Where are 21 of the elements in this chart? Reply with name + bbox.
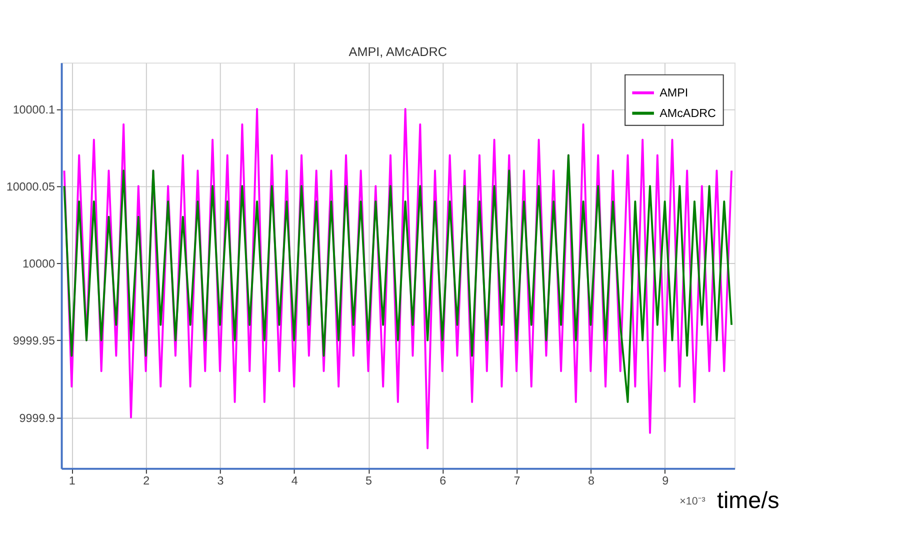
x-tick-label: 6 <box>440 474 446 488</box>
x-tick-label: 1 <box>68 474 76 488</box>
x-tick-label: 8 <box>588 474 594 488</box>
legend-label: AMPI <box>660 86 688 100</box>
line-series <box>63 108 733 450</box>
text: ×10⁻³ <box>680 495 706 508</box>
y-tick-label: 9999.95 <box>12 334 55 348</box>
y-tick-label: 10000 <box>22 258 56 271</box>
x-axis-title: time/s <box>717 487 780 514</box>
x-tick-label: 3 <box>217 474 224 488</box>
y-tick-label: 9999.9 <box>19 412 55 425</box>
x-tick-label: 2 <box>143 474 150 488</box>
line-series <box>63 154 733 403</box>
y-tick-label: 10000.05 <box>6 180 55 194</box>
x-tick-label: 7 <box>514 474 520 488</box>
chart-title: AMPI, AMcADRC <box>348 44 448 59</box>
x-tick-label: 9 <box>662 474 669 488</box>
y-tick-label: 10000.1 <box>12 103 55 116</box>
legend-label: AMcADRC <box>660 107 716 120</box>
x-tick-label: 5 <box>365 474 372 488</box>
x-tick-label: 4 <box>291 474 298 488</box>
